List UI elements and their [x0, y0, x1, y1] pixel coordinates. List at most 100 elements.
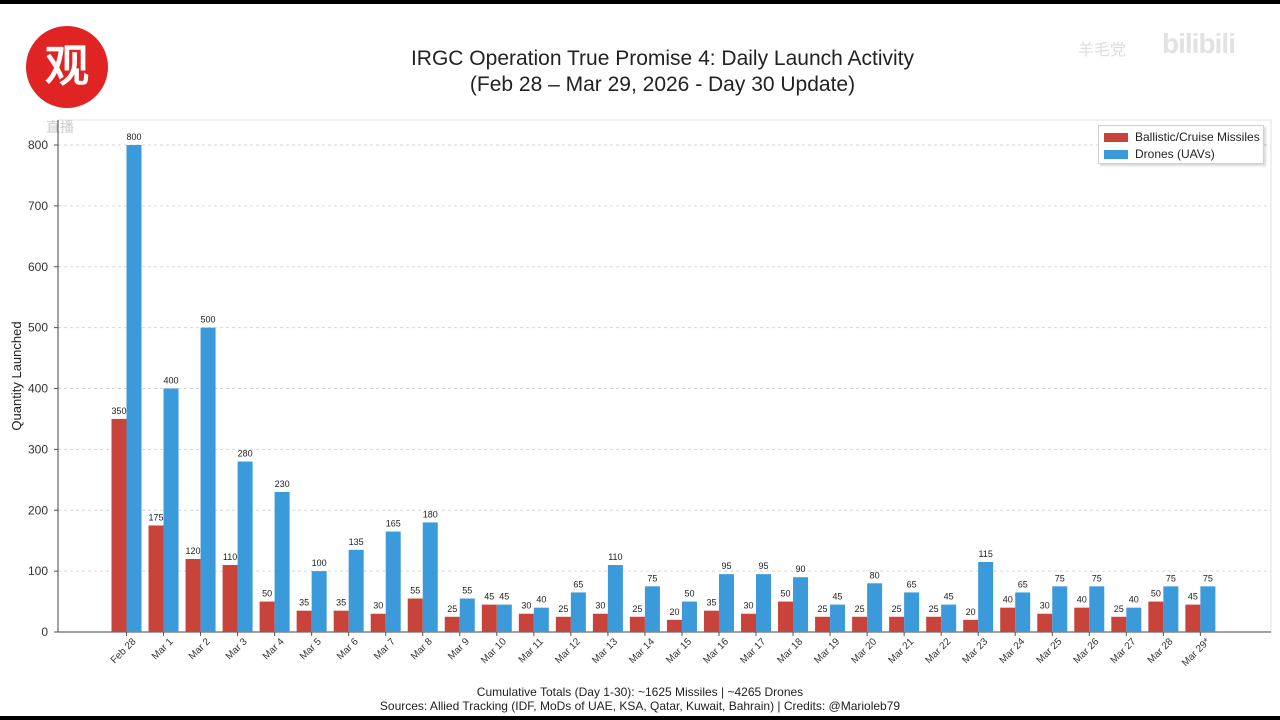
- x-tick-label: Mar 8: [409, 636, 435, 662]
- data-label-missiles: 30: [1040, 601, 1050, 611]
- bar-missiles: [815, 616, 831, 632]
- data-label-missiles: 50: [1151, 589, 1161, 599]
- bar-drones: [681, 601, 697, 632]
- bar-drones: [644, 586, 660, 632]
- data-label-drones: 280: [238, 449, 253, 459]
- x-tick-label: Feb 28: [109, 636, 139, 666]
- data-label-drones: 115: [979, 549, 993, 559]
- bar-drones: [1126, 607, 1142, 632]
- bar-drones: [978, 561, 994, 632]
- data-label-drones: 40: [1129, 595, 1139, 605]
- data-label-drones: 800: [126, 132, 141, 142]
- watermark-text: 羊毛党: [1078, 42, 1127, 59]
- bar-drones: [163, 388, 179, 632]
- x-tick-label: Mar 22: [923, 636, 953, 666]
- x-tick-label: Mar 4: [261, 636, 287, 662]
- y-tick-label: 100: [28, 564, 48, 578]
- bar-drones: [459, 598, 475, 632]
- data-label-drones: 55: [462, 586, 472, 596]
- data-label-missiles: 40: [1077, 595, 1087, 605]
- data-label-drones: 65: [1018, 579, 1028, 589]
- bar-drones: [718, 574, 734, 632]
- data-label-drones: 75: [1092, 573, 1102, 583]
- legend-swatch-drones: [1104, 149, 1128, 159]
- bar-missiles: [666, 619, 682, 632]
- data-label-drones: 180: [423, 509, 438, 519]
- x-tick-label: Mar 18: [775, 636, 805, 666]
- data-label-missiles: 35: [299, 598, 309, 608]
- bar-missiles: [592, 613, 608, 632]
- legend-swatch-missiles: [1104, 132, 1128, 142]
- data-label-drones: 400: [164, 376, 179, 386]
- bar-missiles: [778, 601, 794, 632]
- bar-drones: [311, 571, 327, 632]
- bar-drones: [941, 604, 957, 632]
- data-label-drones: 75: [1055, 573, 1065, 583]
- x-tick-label: Mar 5: [298, 636, 324, 662]
- data-label-drones: 80: [870, 570, 880, 580]
- x-tick-label: Mar 19: [812, 636, 842, 666]
- bar-drones: [904, 592, 920, 632]
- x-tick-label: Mar 14: [627, 636, 657, 666]
- x-tick-label: Mar 12: [553, 636, 583, 666]
- data-label-missiles: 30: [744, 601, 754, 611]
- y-tick-label: 700: [28, 199, 48, 213]
- y-tick-label: 300: [28, 442, 48, 456]
- data-label-missiles: 25: [892, 604, 902, 614]
- footer-totals: Cumulative Totals (Day 1-30): ~1625 Miss…: [476, 685, 804, 699]
- bar-missiles: [1148, 601, 1164, 632]
- x-tick-label: Mar 9: [446, 636, 472, 662]
- bottom-border: [0, 716, 1280, 720]
- bar-drones: [793, 577, 809, 632]
- bar-missiles: [185, 558, 201, 632]
- data-label-drones: 45: [499, 592, 509, 602]
- x-tick-label: Mar 24: [998, 636, 1028, 666]
- bar-missiles: [259, 601, 275, 632]
- x-tick-label: Mar 26: [1072, 636, 1102, 666]
- y-tick-label: 500: [28, 321, 48, 335]
- legend-label-drones: Drones (UAVs): [1135, 147, 1215, 161]
- x-tick-label: Mar 28: [1146, 636, 1176, 666]
- data-label-missiles: 55: [410, 586, 420, 596]
- data-label-drones: 165: [386, 519, 401, 529]
- legend-item-missiles: Ballistic/Cruise Missiles: [1104, 130, 1260, 144]
- bar-missiles: [852, 616, 868, 632]
- data-label-missiles: 25: [855, 604, 865, 614]
- x-tick-label: Mar 2: [187, 636, 213, 662]
- data-label-missiles: 30: [373, 601, 383, 611]
- bar-missiles: [741, 613, 757, 632]
- bar-missiles: [407, 598, 423, 632]
- data-label-drones: 90: [796, 564, 806, 574]
- top-border: [0, 0, 1280, 4]
- data-label-drones: 230: [275, 479, 290, 489]
- y-axis-title: Quantity Launched: [9, 321, 24, 430]
- bar-missiles: [333, 610, 349, 632]
- data-label-missiles: 45: [484, 592, 494, 602]
- legend-label-missiles: Ballistic/Cruise Missiles: [1135, 130, 1260, 144]
- chart-title-line1: IRGC Operation True Promise 4: Daily Lau…: [410, 47, 915, 70]
- data-label-drones: 500: [201, 315, 216, 325]
- legend-item-drones: Drones (UAVs): [1104, 147, 1215, 161]
- bar-drones: [1163, 586, 1179, 632]
- data-label-missiles: 40: [1003, 595, 1013, 605]
- data-label-drones: 65: [907, 579, 917, 589]
- bar-missiles: [555, 616, 571, 632]
- bar-missiles: [1000, 607, 1016, 632]
- data-label-drones: 75: [1166, 573, 1176, 583]
- data-label-missiles: 20: [966, 607, 976, 617]
- bar-drones: [1089, 586, 1105, 632]
- y-tick-label: 600: [28, 260, 48, 274]
- x-tick-label: Mar 16: [701, 636, 731, 666]
- data-label-missiles: 25: [1114, 604, 1124, 614]
- data-label-drones: 95: [721, 561, 731, 571]
- bar-drones: [533, 607, 549, 632]
- bar-missiles: [1074, 607, 1090, 632]
- footer-sources: Sources: Allied Tracking (IDF, MoDs of U…: [379, 699, 901, 713]
- y-tick-label: 400: [28, 382, 48, 396]
- data-label-missiles: 175: [149, 512, 164, 522]
- data-label-drones: 65: [573, 579, 583, 589]
- data-label-drones: 75: [1203, 573, 1213, 583]
- bar-drones: [570, 592, 586, 632]
- data-label-missiles: 110: [223, 552, 237, 562]
